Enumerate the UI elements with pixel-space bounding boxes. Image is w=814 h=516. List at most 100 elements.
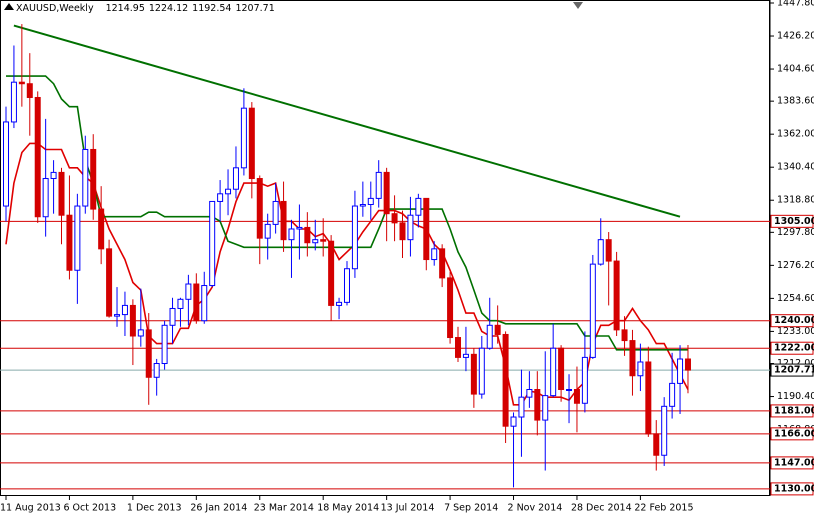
candle-body <box>677 358 684 384</box>
candle-body <box>621 329 628 342</box>
candle <box>375 160 382 208</box>
candle <box>193 273 200 324</box>
candle <box>455 326 462 362</box>
candle <box>161 320 168 370</box>
candle-body <box>296 226 303 230</box>
candle <box>177 297 184 327</box>
candle-body <box>185 283 192 300</box>
candle <box>169 297 176 344</box>
candle-body <box>502 333 509 427</box>
candle-body <box>10 81 17 123</box>
level-label-text: 1305.00 <box>774 216 814 227</box>
candle <box>3 106 9 222</box>
candle <box>367 181 374 220</box>
candle <box>288 219 295 278</box>
candle <box>74 193 81 304</box>
candle-body <box>684 358 691 371</box>
candle <box>534 371 541 436</box>
candle-body <box>637 361 644 377</box>
candle <box>581 331 588 413</box>
candle <box>470 348 477 408</box>
candle-body <box>645 361 652 435</box>
candle <box>439 244 446 288</box>
candle <box>526 371 533 408</box>
candle <box>272 183 279 234</box>
candle-body <box>264 223 271 239</box>
candle <box>478 335 485 399</box>
candle <box>447 271 454 344</box>
y-tick-label: 1212.00 <box>777 358 814 369</box>
candle <box>296 204 303 260</box>
candle-body <box>248 107 255 180</box>
candle-body <box>383 171 390 215</box>
x-tick-label: 22 Feb 2015 <box>634 503 693 514</box>
candle-body <box>320 239 327 242</box>
candle <box>462 326 469 372</box>
candle <box>653 420 660 471</box>
y-tick-label: 1276.20 <box>777 260 814 271</box>
level-label-box <box>770 214 814 228</box>
candle <box>256 175 263 265</box>
level-label-box <box>770 404 814 418</box>
level-label-box <box>770 427 814 441</box>
x-tick-label: 6 Oct 2013 <box>63 503 116 514</box>
last-open: 1214.95 <box>106 3 145 14</box>
candle-body <box>566 389 573 392</box>
candle <box>58 167 65 245</box>
candle <box>566 374 573 424</box>
candle <box>423 197 430 271</box>
current-price-label: 1207.71 <box>770 363 814 377</box>
candle-body <box>312 239 319 244</box>
candle <box>185 274 192 326</box>
candle <box>264 213 271 260</box>
y-tick-label: 1404.60 <box>777 64 814 75</box>
candle-body <box>510 416 517 427</box>
candle <box>90 134 97 220</box>
candle <box>129 299 136 366</box>
candle-body <box>439 248 446 279</box>
candle <box>645 346 652 437</box>
candle <box>558 345 565 402</box>
level-label-text: 1147.00 <box>774 457 814 468</box>
level-label: 1181.00 <box>770 404 814 418</box>
candle <box>677 345 684 414</box>
y-tick-label: 1318.80 <box>777 195 814 206</box>
candle-body <box>534 389 541 421</box>
candle-body <box>74 205 81 271</box>
candle <box>661 397 668 466</box>
candle <box>201 271 208 324</box>
candle-body <box>50 171 57 180</box>
candle <box>328 235 335 321</box>
y-tick-label: 1254.60 <box>777 293 814 304</box>
candle-body <box>82 148 89 207</box>
symbol: XAUUSD,Weekly <box>16 3 94 14</box>
candle <box>637 343 644 392</box>
candle <box>145 313 152 405</box>
candle-body <box>423 197 430 261</box>
candle <box>399 210 406 259</box>
level-label-box <box>770 341 814 355</box>
y-tick-label: 1233.00 <box>777 326 814 337</box>
candle-body <box>494 324 501 335</box>
candle-body <box>26 83 33 98</box>
candle <box>240 88 247 176</box>
level-label-box <box>770 456 814 470</box>
candle <box>280 181 287 252</box>
last-high: 1224.12 <box>149 3 188 14</box>
candle-body <box>573 389 580 404</box>
candle <box>573 366 580 433</box>
candle-body <box>343 268 350 303</box>
level-label: 1222.00 <box>770 341 814 355</box>
candle <box>232 146 239 199</box>
candle <box>82 135 89 214</box>
candle <box>217 180 224 222</box>
candle-body <box>209 200 216 287</box>
candle-body <box>58 171 65 216</box>
candle-body <box>550 347 557 397</box>
y-tick-label: 1190.40 <box>777 391 814 402</box>
candle <box>106 239 113 318</box>
candle-body <box>478 347 485 395</box>
candle-body <box>42 178 49 218</box>
candle <box>121 291 128 336</box>
